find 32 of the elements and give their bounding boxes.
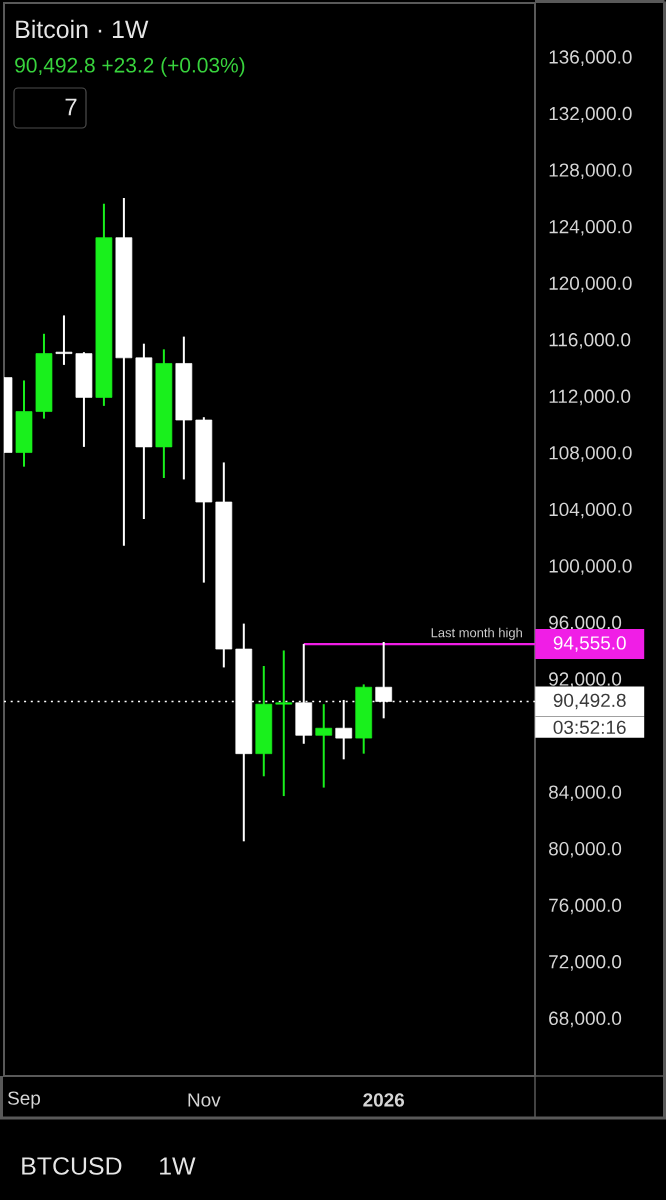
annotation: 7 xyxy=(65,98,77,116)
y-tick-label: 136,000.0 xyxy=(549,50,632,66)
y-tick-label: 68,000.0 xyxy=(549,1011,622,1028)
y-tick-label: 96,000.0 xyxy=(549,615,622,632)
y-tick-label: 84,000.0 xyxy=(549,785,622,802)
candlestick xyxy=(275,649,293,798)
x-tick-label: Nov xyxy=(188,1093,221,1107)
y-tick-label: 80,000.0 xyxy=(549,841,622,858)
data-label: 94,555.0 xyxy=(553,636,626,652)
ref-line-label: 90,492.8 xyxy=(553,693,626,710)
text: BTCUSD xyxy=(22,1157,122,1175)
y-tick-label: 124,000.0 xyxy=(549,219,632,236)
text: 03:52:16 xyxy=(553,720,626,735)
y-tick-label: 100,000.0 xyxy=(549,559,632,575)
y-tick-label: 128,000.0 xyxy=(549,163,632,180)
y-tick-label: 108,000.0 xyxy=(549,446,632,462)
y-tick-label: 104,000.0 xyxy=(549,502,632,519)
x-tick-label: 2026 xyxy=(363,1093,405,1107)
y-tick-label: 112,000.0 xyxy=(549,389,631,406)
y-tick-label: 120,000.0 xyxy=(549,276,632,293)
text: Bitcoin · 1W xyxy=(16,19,149,39)
candlestick xyxy=(55,314,73,366)
candlestick xyxy=(315,703,333,789)
text: 1W xyxy=(160,1157,196,1175)
y-tick-label: 72,000.0 xyxy=(549,955,622,971)
y-tick-label: 76,000.0 xyxy=(549,898,622,915)
y-tick-label: 116,000.0 xyxy=(549,333,631,349)
y-tick-label: 92,000.0 xyxy=(549,672,622,688)
text: 90,492.8 +23.2 (+0.03%) xyxy=(15,57,245,77)
series-label: Last month high xyxy=(431,627,522,640)
x-tick-label: Sep xyxy=(8,1091,41,1109)
y-tick-label: 132,000.0 xyxy=(549,106,632,123)
